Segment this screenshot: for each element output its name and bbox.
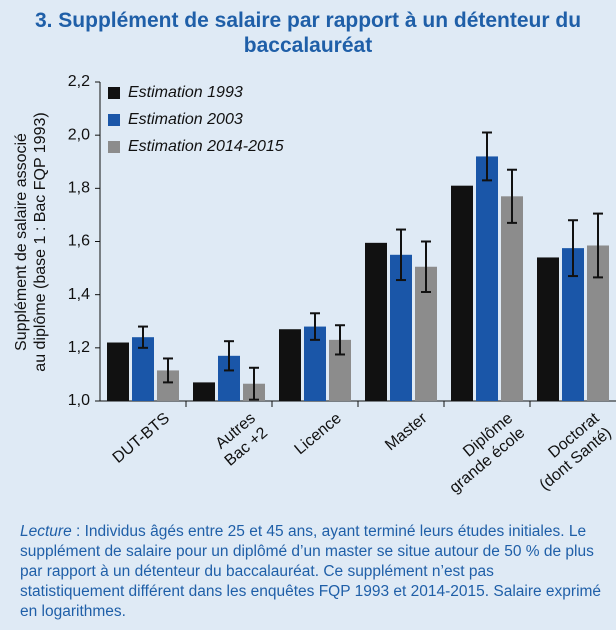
bar bbox=[451, 185, 473, 401]
bar bbox=[107, 342, 129, 401]
y-tick-label: 1,2 bbox=[68, 339, 90, 356]
bar bbox=[132, 337, 154, 401]
legend-swatch bbox=[108, 87, 120, 99]
y-tick-label: 2,0 bbox=[68, 126, 90, 143]
legend-label: Estimation 2014-2015 bbox=[128, 138, 284, 155]
y-tick-label: 1,0 bbox=[68, 392, 90, 409]
y-axis-label: Supplément de salaire associé bbox=[13, 133, 30, 351]
bar bbox=[304, 326, 326, 401]
chart: Supplément de salaire associé au diplôme… bbox=[13, 73, 616, 409]
y-axis-label: au diplôme (base 1 : Bac FQP 1993) bbox=[32, 112, 49, 371]
legend-label: Estimation 1993 bbox=[128, 84, 243, 101]
bar bbox=[279, 329, 301, 401]
legend-swatch bbox=[108, 141, 120, 153]
note-text: : Individus âgés entre 25 et 45 ans, aya… bbox=[20, 523, 602, 620]
bar bbox=[390, 254, 412, 401]
bar bbox=[587, 245, 609, 401]
legend-swatch bbox=[108, 114, 120, 126]
bar bbox=[218, 355, 240, 401]
y-tick-label: 1,4 bbox=[68, 286, 90, 303]
bar bbox=[537, 257, 559, 401]
bar bbox=[157, 370, 179, 401]
bar bbox=[562, 248, 584, 401]
y-tick-label: 2,2 bbox=[68, 73, 90, 90]
y-tick-label: 1,8 bbox=[68, 180, 90, 197]
bar bbox=[329, 339, 351, 401]
bar bbox=[501, 196, 523, 401]
bar bbox=[365, 242, 387, 401]
bar bbox=[193, 382, 215, 401]
note-label: Lecture bbox=[20, 523, 72, 540]
note: Lecture : Individus âgés entre 25 et 45 … bbox=[20, 522, 602, 622]
y-tick-label: 1,6 bbox=[68, 233, 90, 250]
bar bbox=[476, 156, 498, 401]
chart-title: 3. Supplément de salaire par rapport à u… bbox=[34, 9, 582, 57]
legend-label: Estimation 2003 bbox=[128, 111, 243, 128]
bar bbox=[415, 266, 437, 401]
